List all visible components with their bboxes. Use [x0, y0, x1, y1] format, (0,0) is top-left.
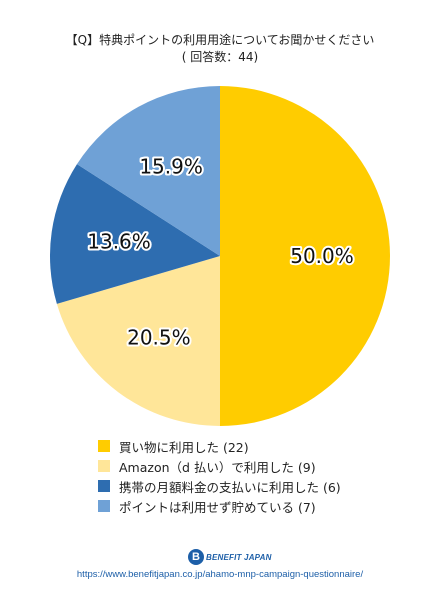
logo-mark: B [188, 549, 204, 565]
legend-swatch [98, 460, 110, 472]
legend-swatch [98, 500, 110, 512]
logo-text: BENEFIT JAPAN [206, 552, 272, 562]
chart-title: 【Q】特典ポイントの利用用途についてお聞かせください [65, 33, 375, 47]
pie-slice-label-2: 13.6% [87, 229, 151, 253]
legend: 買い物に利用した (22) Amazon（d 払い）で利用した (9) 携帯の月… [98, 436, 341, 516]
pie-slice-1 [56, 256, 220, 426]
legend-label: 携帯の月額料金の支払いに利用した (6) [119, 479, 341, 495]
benefit-japan-logo: B BENEFIT JAPAN [188, 549, 272, 565]
legend-label: 買い物に利用した (22) [119, 439, 249, 455]
pie-slice-0 [220, 86, 390, 426]
legend-item: 買い物に利用した (22) [98, 436, 341, 456]
pie-slice-3 [76, 86, 220, 256]
pie-slice-label-0: 50.0% [290, 244, 354, 268]
legend-item: ポイントは利用せず貯めている (7) [98, 496, 341, 516]
chart-subtitle: ( 回答数：44) [181, 50, 259, 64]
legend-item: 携帯の月額料金の支払いに利用した (6) [98, 476, 341, 496]
source-url[interactable]: https://www.benefitjapan.co.jp/ahamo-mnp… [76, 569, 364, 580]
legend-swatch [98, 480, 110, 492]
pie-slice-label-1: 20.5% [127, 326, 191, 350]
pie-slice-2 [50, 164, 220, 304]
legend-label: Amazon（d 払い）で利用した (9) [119, 459, 316, 475]
pie-slice-label-3: 15.9% [139, 154, 203, 178]
legend-item: Amazon（d 払い）で利用した (9) [98, 456, 341, 476]
legend-swatch [98, 440, 110, 452]
legend-label: ポイントは利用せず貯めている (7) [119, 499, 316, 515]
